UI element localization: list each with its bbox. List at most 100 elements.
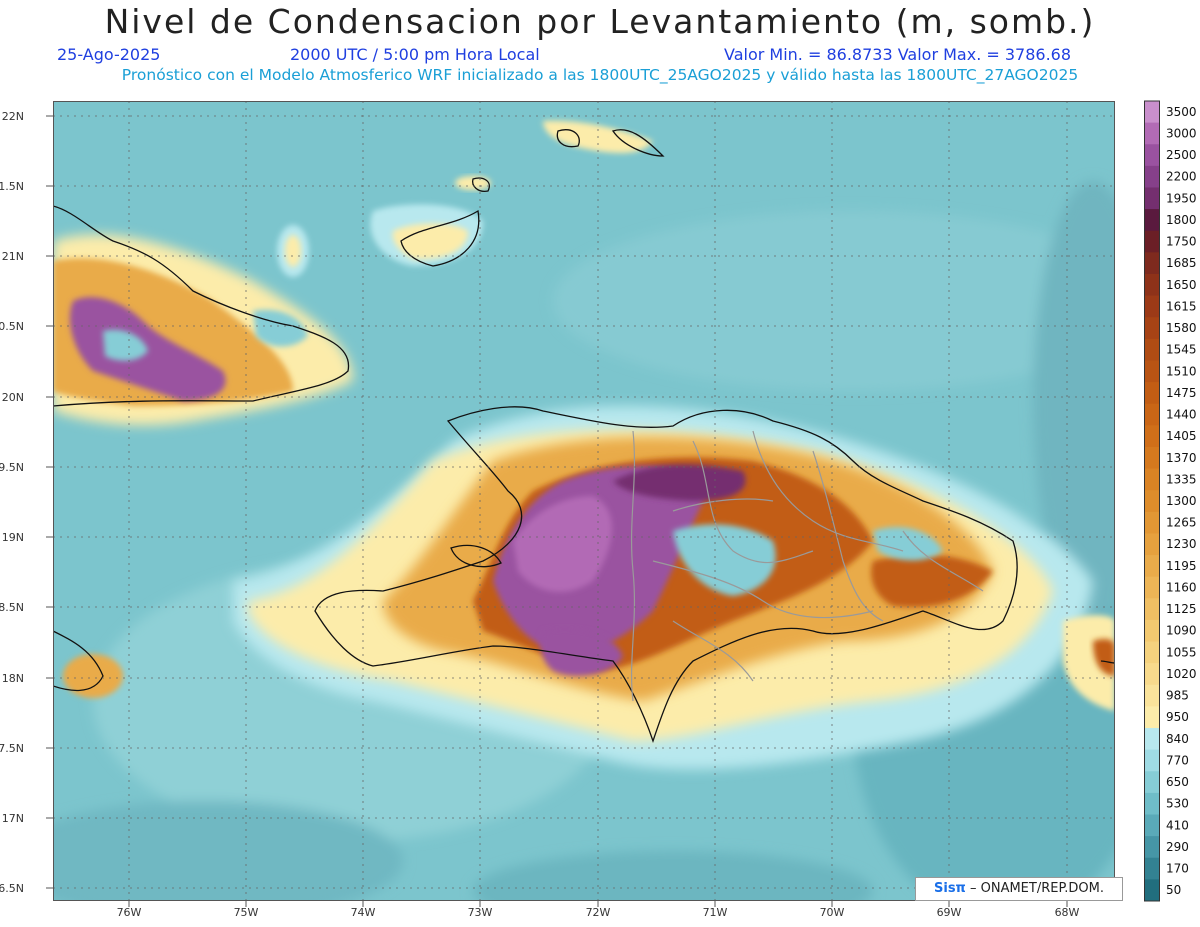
hispaniola-coastline (314, 406, 1018, 744)
lat-tick-label: 20.5N (0, 320, 24, 333)
forecast-date: 25-Ago-2025 (57, 45, 161, 64)
colorbar-label: 1335 (1166, 472, 1197, 486)
colorbar-label: 1950 (1166, 191, 1197, 205)
colorbar-label: 1615 (1166, 299, 1197, 313)
colorbar-swatch (1144, 728, 1160, 751)
lat-tick-label: 17.5N (0, 742, 24, 755)
colorbar-label: 50 (1166, 883, 1181, 897)
colorbar-swatch (1144, 663, 1160, 686)
lon-tick-label: 72W (586, 906, 611, 919)
lon-tick-label: 76W (117, 906, 142, 919)
colorbar-label: 1160 (1166, 580, 1197, 594)
colorbar-swatch (1144, 511, 1160, 534)
lat-tick-label: 16.5N (0, 882, 24, 895)
colorbar-frame (1144, 100, 1160, 902)
colorbar-swatch (1144, 273, 1160, 297)
colorbar-label: 950 (1166, 710, 1189, 724)
jamaica-coastline (53, 630, 104, 692)
colorbar-swatch (1144, 684, 1160, 707)
colorbar-label: 410 (1166, 818, 1189, 832)
colorbar-swatch (1144, 252, 1160, 275)
lat-tick-label: 17N (2, 812, 24, 825)
lon-tick-label: 68W (1055, 906, 1080, 919)
forecast-note: Pronóstico con el Modelo Atmosferico WRF… (121, 66, 1079, 84)
colorbar-swatch (1144, 187, 1160, 210)
credit-text: – ONAMET/REP.DOM. (965, 881, 1104, 896)
colorbar-swatch (1144, 814, 1160, 837)
cuba-field (53, 225, 353, 698)
lon-tick-label: 73W (468, 906, 493, 919)
colorbar-swatch (1144, 230, 1160, 253)
colorbar-label: 1055 (1166, 645, 1197, 659)
colorbar-swatch (1144, 641, 1160, 664)
colorbar-label: 170 (1166, 862, 1189, 876)
lon-tick-label: 74W (351, 906, 376, 919)
colorbar-label: 985 (1166, 689, 1189, 703)
lat-tick-label: 21.5N (0, 180, 24, 193)
colorbar-label: 290 (1166, 840, 1189, 854)
colorbar-label: 1650 (1166, 278, 1197, 292)
latitude-axis: 22N 21.5N 21N 20.5N 20N 19.5N 19N 18.5N 18N 17.5N… (0, 110, 53, 895)
colorbar-swatch (1144, 533, 1160, 556)
inagua-coastline (400, 209, 480, 267)
colorbar-label: 1440 (1166, 408, 1197, 422)
colorbar-label: 1230 (1166, 537, 1197, 551)
bahamas-field (370, 120, 653, 266)
colorbar-swatch (1144, 165, 1160, 188)
lon-tick-label: 70W (820, 906, 845, 919)
colorbar-label: 1750 (1166, 235, 1197, 249)
forecast-time: 2000 UTC / 5:00 pm Hora Local (290, 45, 540, 64)
colorbar-swatch (1144, 879, 1160, 902)
colorbar-swatch (1144, 749, 1160, 772)
colorbar-label: 1475 (1166, 386, 1197, 400)
colorbar-swatch (1144, 295, 1160, 318)
hispaniola-field (233, 406, 1093, 770)
map-frame (53, 101, 1115, 901)
lat-tick-label: 22N (2, 110, 24, 123)
colorbar-label: 2500 (1166, 148, 1197, 162)
colorbar-swatch (1144, 576, 1160, 599)
puerto-rico-field (1063, 615, 1115, 711)
gonave-coastline (450, 544, 502, 568)
colorbar-swatch (1144, 317, 1160, 340)
colorbar-swatch (1144, 101, 1160, 124)
lat-tick-label: 19.5N (0, 461, 24, 474)
colorbar-label: 1265 (1166, 516, 1197, 530)
colorbar-swatch (1144, 598, 1160, 621)
colorbar-label: 1300 (1166, 494, 1197, 508)
province-boundaries (630, 430, 984, 702)
map-title: Nivel de Condensacion por Levantamiento … (104, 2, 1096, 41)
colorbar-label: 1195 (1166, 559, 1197, 573)
colorbar-swatch (1144, 338, 1160, 361)
colorbar-swatch (1144, 403, 1160, 426)
colorbar-swatch (1144, 144, 1160, 167)
lat-tick-label: 19N (2, 531, 24, 544)
colorbar-label: 3000 (1166, 126, 1197, 140)
lat-tick-label: 20N (2, 391, 24, 404)
colorbar-label: 3500 (1166, 105, 1197, 119)
lon-tick-label: 75W (234, 906, 259, 919)
coastlines (53, 129, 1115, 744)
colorbar-swatch (1144, 836, 1160, 859)
caicos-coastline (556, 129, 580, 148)
longitude-axis: 76W 75W 74W 73W 72W 71W 70W 69W 68W (117, 901, 1080, 919)
colorbar-label: 1020 (1166, 667, 1197, 681)
colorbar: 3500 3000 2500 2200 1950 1800 1750 1685 1650 1615… (1144, 100, 1197, 902)
lon-tick-label: 69W (937, 906, 962, 919)
colorbar-swatch (1144, 490, 1160, 513)
colorbar-label: 1125 (1166, 602, 1197, 616)
colorbar-label: 1405 (1166, 429, 1197, 443)
colorbar-label: 2200 (1166, 170, 1197, 184)
turks-coastline (611, 129, 665, 157)
graticule (53, 101, 1115, 901)
colorbar-label: 1685 (1166, 256, 1197, 270)
colorbar-label: 1580 (1166, 321, 1197, 335)
cuba-coastline (53, 205, 350, 407)
lat-tick-label: 21N (2, 250, 24, 263)
colorbar-swatch (1144, 555, 1160, 578)
colorbar-swatch (1144, 468, 1160, 491)
lon-tick-label: 71W (703, 906, 728, 919)
colorbar-label: 1510 (1166, 364, 1197, 378)
colorbar-swatch (1144, 209, 1160, 232)
puerto-rico-coastline (1100, 660, 1115, 664)
